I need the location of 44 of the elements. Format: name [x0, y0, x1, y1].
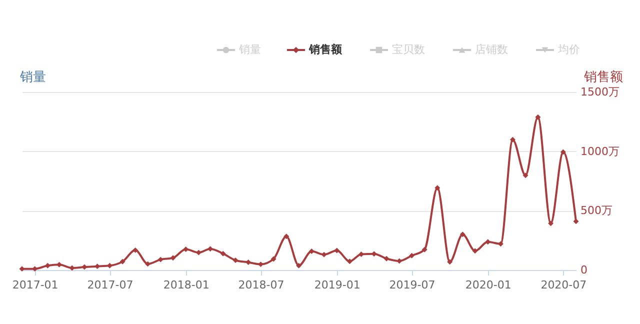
point	[384, 256, 390, 262]
point	[434, 185, 440, 191]
y2-tick-label: 1000万	[580, 144, 620, 158]
x-tick-label: 2017-07	[87, 278, 134, 292]
point	[447, 259, 453, 265]
x-tick-label: 2019-01	[314, 278, 360, 292]
point	[208, 246, 213, 252]
point	[56, 262, 62, 268]
point	[334, 248, 340, 254]
x-tick-label: 2019-07	[389, 278, 436, 292]
point	[522, 172, 528, 178]
point	[460, 232, 466, 238]
x-tick-label: 2017-01	[12, 278, 58, 292]
y2-tick-label: 1500万	[580, 86, 620, 98]
point	[44, 262, 50, 268]
x-tick-label: 2018-07	[238, 278, 284, 292]
point	[232, 258, 238, 264]
point	[296, 262, 302, 268]
y2-tick-label: 0	[580, 264, 588, 276]
x-tick-label: 2018-01	[163, 278, 210, 292]
point	[560, 149, 566, 155]
point	[170, 255, 176, 261]
x-tick-label: 2020-01	[465, 278, 512, 292]
point	[270, 256, 276, 262]
point	[220, 250, 226, 256]
legend-label: 销售额	[308, 43, 343, 56]
point	[548, 220, 554, 226]
point	[246, 260, 252, 266]
point	[346, 258, 352, 264]
point	[284, 234, 290, 240]
point	[158, 256, 164, 262]
point	[422, 246, 428, 252]
point	[535, 114, 541, 120]
y2-axis-title: 销售额	[583, 70, 623, 85]
point	[573, 218, 579, 224]
point	[472, 248, 478, 254]
point	[409, 252, 414, 258]
y-axis-title: 销量	[19, 70, 46, 85]
x-tick-label: 2020-07	[540, 278, 587, 292]
y2-tick-label: 500万	[580, 204, 612, 218]
point	[510, 136, 516, 142]
point	[321, 252, 327, 258]
point	[132, 247, 138, 253]
point	[120, 258, 126, 264]
